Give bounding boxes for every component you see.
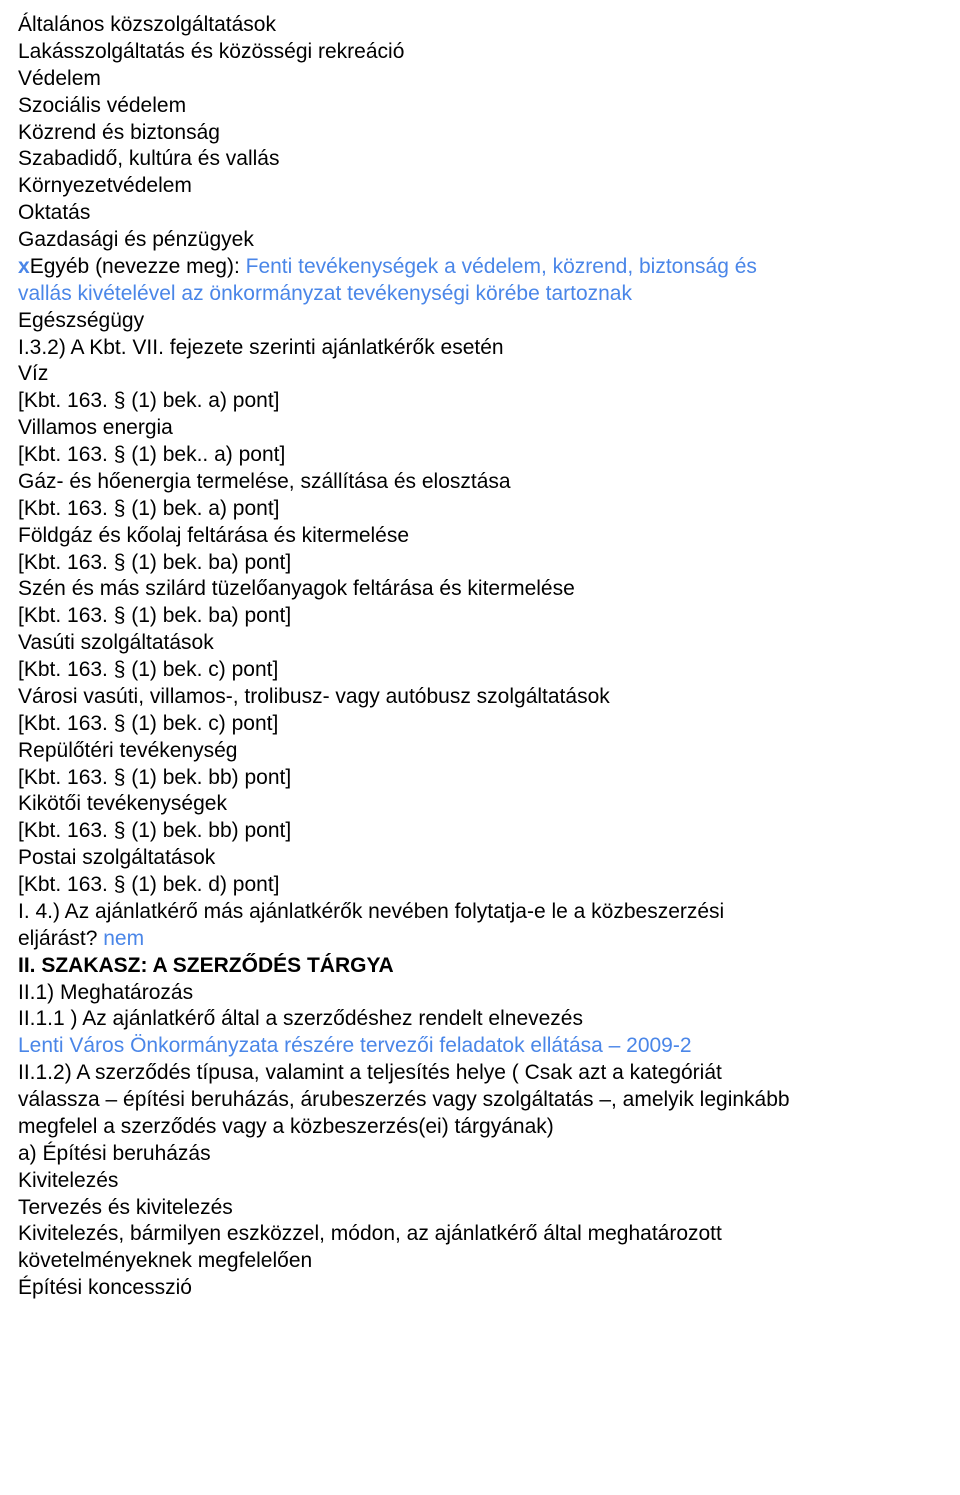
text-line: Egészségügy — [18, 308, 942, 335]
text-line: Postai szolgáltatások — [18, 845, 942, 872]
text-line: Földgáz és kőolaj feltárása és kitermelé… — [18, 523, 942, 550]
text-line: követelményeknek megfelelően — [18, 1248, 942, 1275]
text-line: I. 4.) Az ajánlatkérő más ajánlatkérők n… — [18, 899, 942, 926]
text-line: Villamos energia — [18, 415, 942, 442]
text-line: a) Építési beruházás — [18, 1141, 942, 1168]
text-fragment: Egyéb (nevezze meg): — [30, 255, 246, 278]
text-line-blue: Lenti Város Önkormányzata részére tervez… — [18, 1033, 942, 1060]
text-line: Környezetvédelem — [18, 173, 942, 200]
text-line: Tervezés és kivitelezés — [18, 1195, 942, 1222]
text-line: II.1) Meghatározás — [18, 980, 942, 1007]
text-line: Gazdasági és pénzügyek — [18, 227, 942, 254]
text-line: Gáz- és hőenergia termelése, szállítása … — [18, 469, 942, 496]
text-line: Repülőtéri tevékenység — [18, 738, 942, 765]
x-marker: x — [18, 255, 30, 278]
text-line: Védelem — [18, 66, 942, 93]
text-line: [Kbt. 163. § (1) bek. bb) pont] — [18, 765, 942, 792]
text-line: [Kbt. 163. § (1) bek. d) pont] — [18, 872, 942, 899]
text-line: Víz — [18, 361, 942, 388]
text-line: Közrend és biztonság — [18, 120, 942, 147]
text-line: Szén és más szilárd tüzelőanyagok feltár… — [18, 576, 942, 603]
text-line: Kivitelezés, bármilyen eszközzel, módon,… — [18, 1221, 942, 1248]
text-line-mixed: xEgyéb (nevezze meg): Fenti tevékenysége… — [18, 254, 942, 281]
text-line: válassza – építési beruházás, árubeszerz… — [18, 1087, 942, 1114]
text-line: Általános közszolgáltatások — [18, 12, 942, 39]
text-line: Szociális védelem — [18, 93, 942, 120]
text-line: Vasúti szolgáltatások — [18, 630, 942, 657]
text-line: megfelel a szerződés vagy a közbeszerzés… — [18, 1114, 942, 1141]
text-line: Szabadidő, kultúra és vallás — [18, 146, 942, 173]
text-line: II.1.2) A szerződés típusa, valamint a t… — [18, 1060, 942, 1087]
text-line: Oktatás — [18, 200, 942, 227]
text-line: Építési koncesszió — [18, 1275, 942, 1302]
text-line: [Kbt. 163. § (1) bek. ba) pont] — [18, 603, 942, 630]
text-line: [Kbt. 163. § (1) bek. bb) pont] — [18, 818, 942, 845]
section-heading: II. SZAKASZ: A SZERZŐDÉS TÁRGYA — [18, 953, 942, 980]
text-line: Városi vasúti, villamos-, trolibusz- vag… — [18, 684, 942, 711]
text-line: [Kbt. 163. § (1) bek.. a) pont] — [18, 442, 942, 469]
text-line: [Kbt. 163. § (1) bek. a) pont] — [18, 496, 942, 523]
text-fragment: eljárást? — [18, 927, 103, 950]
text-line: II.1.1 ) Az ajánlatkérő által a szerződé… — [18, 1006, 942, 1033]
text-line: [Kbt. 163. § (1) bek. c) pont] — [18, 657, 942, 684]
text-line: [Kbt. 163. § (1) bek. a) pont] — [18, 388, 942, 415]
text-line-blue: vallás kivételével az önkormányzat tevék… — [18, 281, 942, 308]
text-line-mixed: eljárást? nem — [18, 926, 942, 953]
text-line: Lakásszolgáltatás és közösségi rekreáció — [18, 39, 942, 66]
text-line: [Kbt. 163. § (1) bek. c) pont] — [18, 711, 942, 738]
text-fragment-blue: Fenti tevékenységek a védelem, közrend, … — [246, 255, 757, 278]
text-line: Kikötői tevékenységek — [18, 791, 942, 818]
text-line: [Kbt. 163. § (1) bek. ba) pont] — [18, 550, 942, 577]
text-line: Kivitelezés — [18, 1168, 942, 1195]
text-fragment-blue: nem — [103, 927, 144, 950]
text-line: I.3.2) A Kbt. VII. fejezete szerinti ajá… — [18, 335, 942, 362]
